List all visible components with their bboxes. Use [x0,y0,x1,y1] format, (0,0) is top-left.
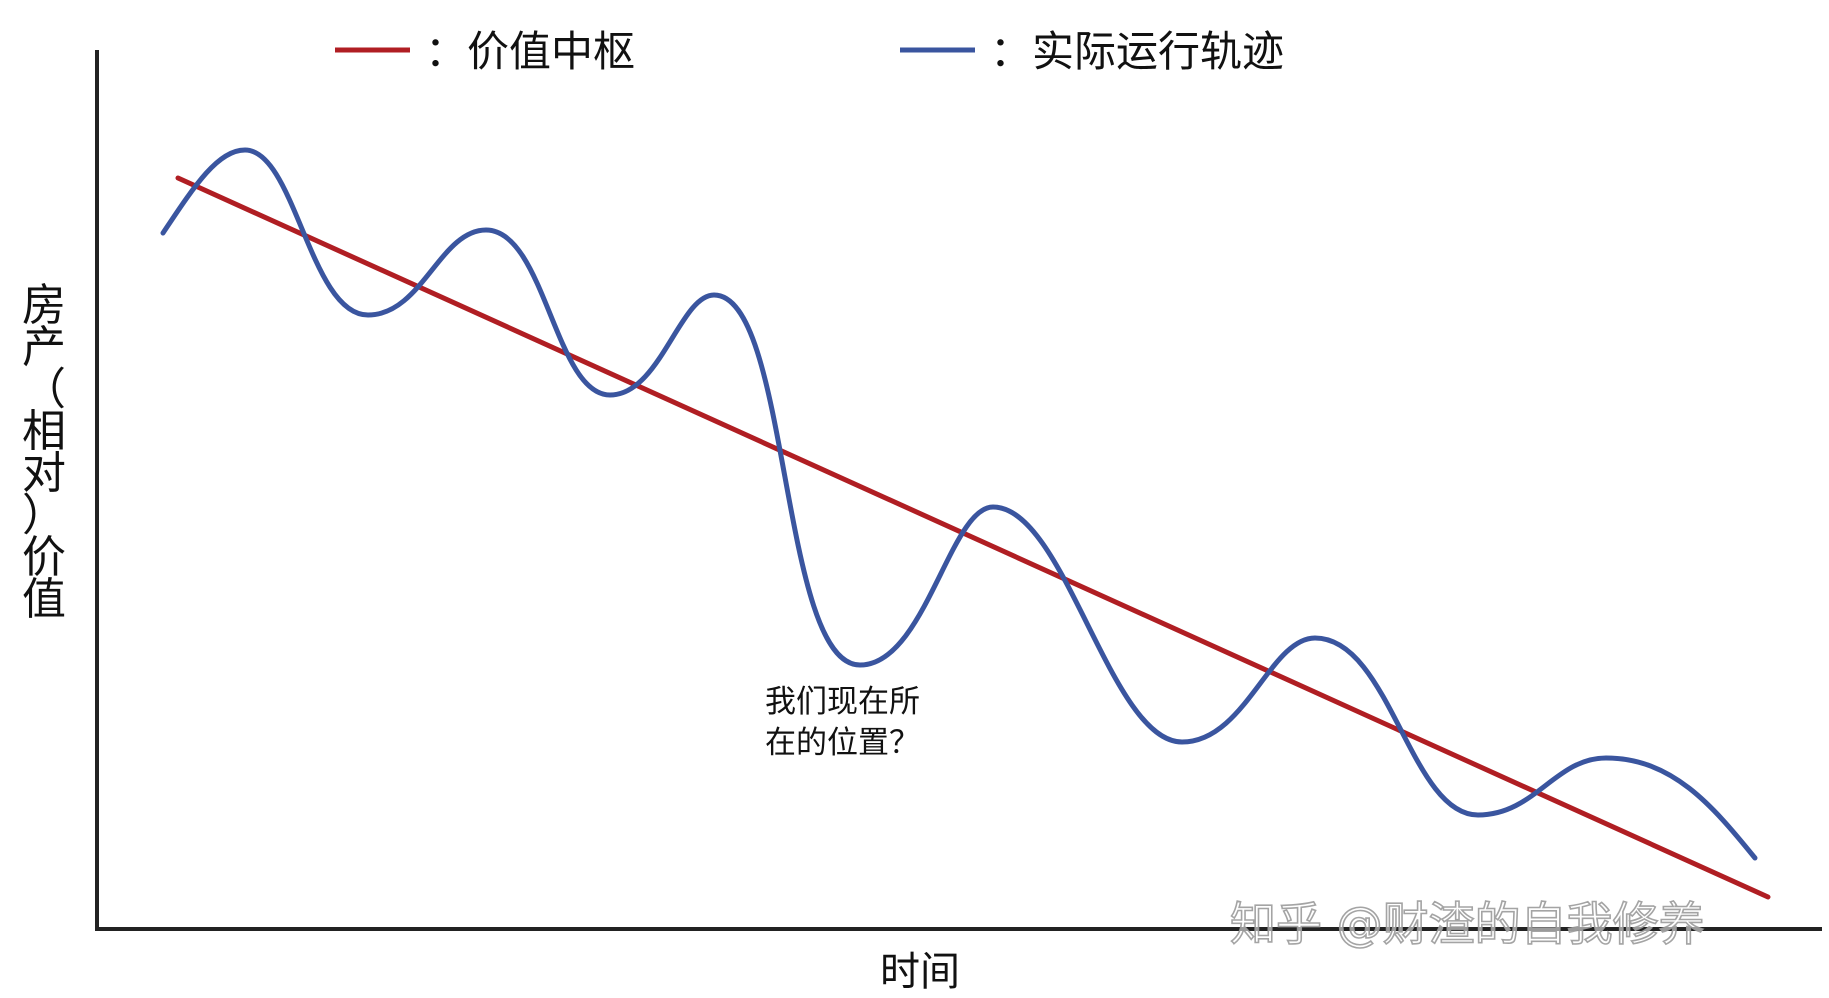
y-axis-label-char: （ [22,364,66,415]
y-axis-label-char: ） [22,490,66,541]
annotation-line-1: 我们现在所 [765,684,920,720]
legend: ：价值中枢 ：实际运行轨迹 [335,27,1284,76]
annotation-current-position: 我们现在所 在的位置？ [765,684,920,761]
y-axis-label-char: 价 [22,532,66,583]
annotation-line-2: 在的位置？ [765,725,920,761]
y-axis-label-char: 相 [22,406,66,457]
y-axis-label-char: 值 [22,574,66,625]
x-axis-label: 时间 [880,949,960,995]
watermark: 知乎 @财渣的自我修养 [1230,897,1705,951]
y-axis-label: 房产（相对）价值 [22,280,66,625]
y-axis-label-char: 产 [22,322,66,373]
y-axis-label-char: 房 [22,280,66,331]
legend-label-center: ：价值中枢 [425,27,635,76]
legend-label-actual: ：实际运行轨迹 [990,27,1284,76]
y-axis-label-char: 对 [22,448,66,499]
series-line-center [175,175,1771,900]
series-line-actual [160,147,1758,861]
